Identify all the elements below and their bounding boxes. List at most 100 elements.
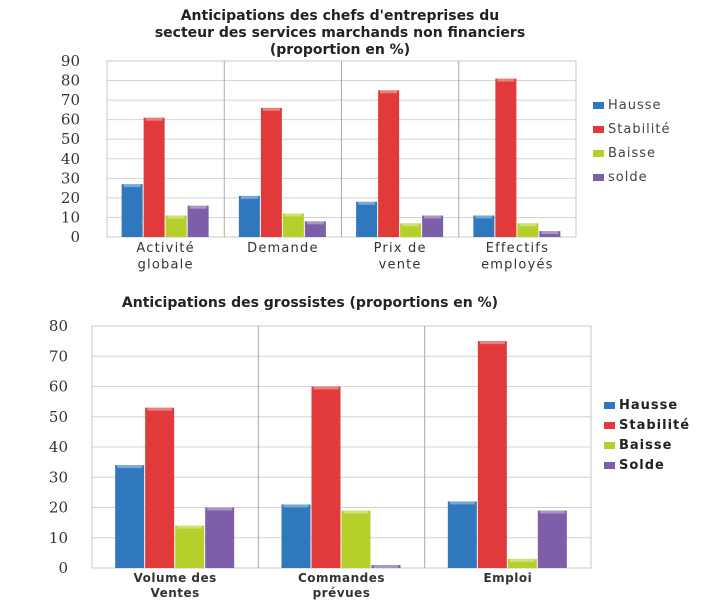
bar-highlight <box>449 501 475 505</box>
bar-highlight <box>380 90 398 94</box>
bar-highlight <box>262 107 280 111</box>
bar-highlight <box>283 504 309 508</box>
x-tick-label: Effectifs <box>486 241 549 256</box>
legend-swatch <box>593 173 604 181</box>
bar-solde-3 <box>539 231 561 237</box>
x-tick-label: globale <box>138 257 194 272</box>
bar-highlight <box>177 525 203 529</box>
bar-highlight <box>539 510 565 514</box>
x-tick-label: Commandes <box>298 571 385 585</box>
bar-solde-2 <box>537 510 567 568</box>
x-tick-label: vente <box>379 257 422 272</box>
bar-baisse-1 <box>341 510 371 568</box>
bar-hausse-3 <box>473 215 495 237</box>
bar-highlight <box>167 215 185 219</box>
bar-baisse-0 <box>175 525 205 568</box>
y-tick-label: 40 <box>61 150 80 168</box>
x-tick-label: Demande <box>247 241 319 256</box>
x-tick-label: Prix de <box>374 241 427 256</box>
legend-swatch <box>593 125 604 133</box>
y-tick-label: 0 <box>58 559 68 577</box>
bar-baisse-2 <box>400 223 422 237</box>
legend-swatch <box>604 441 615 449</box>
bar-hausse-2 <box>447 501 477 568</box>
x-tick-label: Activité <box>136 241 195 256</box>
bar-solde-1 <box>371 564 401 568</box>
y-tick-label: 80 <box>49 317 68 335</box>
bar-solde-0 <box>205 507 235 568</box>
x-tick-label: Ventes <box>150 586 199 600</box>
y-tick-label: 30 <box>49 468 68 486</box>
y-tick-label: 50 <box>61 130 80 148</box>
y-tick-label: 60 <box>61 111 80 129</box>
legend-label: Hausse <box>608 97 662 113</box>
bar-highlight <box>519 223 537 227</box>
bar-highlight <box>373 564 399 568</box>
bar-stabilité-2 <box>378 90 400 237</box>
legend-item: solde <box>593 165 671 189</box>
bar-highlight <box>207 507 233 511</box>
legend-swatch <box>604 421 615 429</box>
bar-highlight <box>284 213 302 217</box>
legend-swatch <box>593 101 604 109</box>
bar-baisse-2 <box>507 558 537 568</box>
bar-highlight <box>509 558 535 562</box>
bar-highlight <box>541 231 559 235</box>
bar-baisse-3 <box>517 223 539 237</box>
bar-highlight <box>240 195 258 199</box>
bar-stabilité-3 <box>495 78 517 237</box>
bar-highlight <box>424 215 442 219</box>
legend-item: Hausse <box>593 93 671 117</box>
bar-highlight <box>306 221 324 225</box>
legend-item: Stabilité <box>604 415 690 435</box>
bar-stabilité-1 <box>260 107 282 237</box>
bar-hausse-1 <box>281 504 311 568</box>
legend-swatch <box>604 461 615 469</box>
x-tick-label: Emploi <box>483 571 532 585</box>
y-tick-label: 70 <box>49 347 68 365</box>
legend-label: Baisse <box>619 437 673 453</box>
y-tick-label: 90 <box>61 52 80 70</box>
x-tick-label: employés <box>481 257 554 272</box>
bar-highlight <box>402 223 420 227</box>
bar-stabilité-2 <box>477 341 507 568</box>
legend-label: Stabilité <box>619 417 691 433</box>
legend-label: Baisse <box>608 145 657 161</box>
bar-highlight <box>145 117 163 121</box>
x-tick-label: prévues <box>313 586 371 600</box>
y-tick-label: 20 <box>49 499 68 517</box>
bar-highlight <box>123 184 141 188</box>
chart1-title-line: Anticipations des chefs d'entreprises du <box>180 8 500 24</box>
y-tick-label: 30 <box>61 169 80 187</box>
legend-label: Hausse <box>619 397 679 413</box>
bar-stabilité-0 <box>145 407 175 568</box>
y-tick-label: 80 <box>61 72 80 90</box>
y-tick-label: 20 <box>61 189 80 207</box>
chart1-title: Anticipations des chefs d'entreprises du… <box>60 8 620 59</box>
legend-item: Baisse <box>604 435 690 455</box>
y-tick-label: 10 <box>61 208 80 226</box>
y-tick-label: 50 <box>49 408 68 426</box>
chart2-title-line: Anticipations des grossistes (proportion… <box>121 295 499 311</box>
y-tick-label: 0 <box>70 228 80 246</box>
bar-hausse-1 <box>238 195 260 237</box>
chart2-legend: Hausse Stabilité Baisse Solde <box>604 395 690 475</box>
x-tick-label: Volume des <box>134 571 217 585</box>
bar-baisse-0 <box>165 215 187 237</box>
legend-label: Stabilité <box>608 121 671 137</box>
bar-hausse-0 <box>121 184 143 237</box>
bar-highlight <box>479 341 505 345</box>
legend-item: Solde <box>604 455 690 475</box>
bar-highlight <box>117 465 143 469</box>
legend-item: Baisse <box>593 141 671 165</box>
legend-item: Hausse <box>604 395 690 415</box>
bar-hausse-2 <box>356 201 378 237</box>
bar-highlight <box>475 215 493 219</box>
y-tick-label: 10 <box>49 529 68 547</box>
y-tick-label: 70 <box>61 91 80 109</box>
chart2-title: Anticipations des grossistes (proportion… <box>60 295 560 312</box>
bar-hausse-0 <box>115 465 145 568</box>
legend-swatch <box>604 401 615 409</box>
